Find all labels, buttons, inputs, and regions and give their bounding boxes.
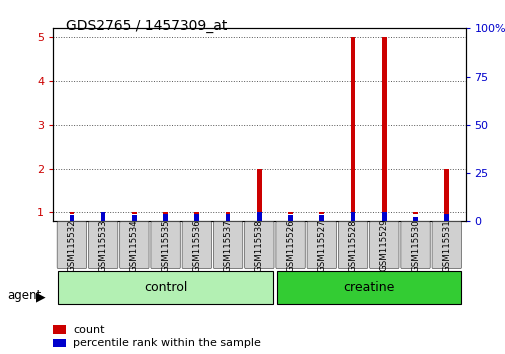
Bar [163, 213, 168, 221]
Text: GSM115526: GSM115526 [285, 219, 294, 272]
Text: GSM115538: GSM115538 [255, 219, 263, 272]
FancyBboxPatch shape [431, 222, 461, 269]
FancyBboxPatch shape [275, 222, 305, 269]
Bar [288, 216, 292, 221]
Text: GSM115533: GSM115533 [98, 219, 108, 272]
Bar [225, 213, 230, 221]
FancyBboxPatch shape [150, 222, 180, 269]
Bar [257, 212, 261, 221]
Bar [225, 212, 230, 214]
Text: GSM115528: GSM115528 [348, 219, 357, 272]
Bar [443, 213, 448, 221]
Text: control: control [143, 281, 187, 294]
Bar [319, 212, 324, 214]
Bar [132, 216, 136, 221]
Bar [69, 212, 74, 214]
Text: GDS2765 / 1457309_at: GDS2765 / 1457309_at [66, 19, 227, 34]
Bar [350, 37, 355, 212]
Text: GSM115534: GSM115534 [130, 219, 138, 272]
Bar [58, 271, 273, 304]
Text: agent: agent [7, 289, 41, 302]
FancyBboxPatch shape [244, 222, 274, 269]
Bar [319, 216, 324, 221]
Bar [381, 212, 386, 221]
Bar [413, 217, 417, 221]
Bar [413, 212, 417, 214]
FancyBboxPatch shape [57, 222, 86, 269]
Bar [381, 212, 386, 214]
Bar [69, 216, 74, 221]
Text: GSM115531: GSM115531 [441, 219, 450, 272]
Bar [100, 212, 105, 221]
Bar [53, 339, 66, 348]
FancyBboxPatch shape [213, 222, 242, 269]
FancyBboxPatch shape [400, 222, 429, 269]
Bar [257, 169, 261, 212]
Text: percentile rank within the sample: percentile rank within the sample [73, 338, 261, 348]
Text: count: count [73, 325, 105, 335]
Bar [100, 212, 105, 214]
Bar [288, 212, 292, 214]
FancyBboxPatch shape [120, 222, 149, 269]
Bar [194, 213, 199, 221]
FancyBboxPatch shape [88, 222, 118, 269]
FancyBboxPatch shape [369, 222, 398, 269]
Text: GSM115536: GSM115536 [192, 219, 201, 272]
Bar [194, 212, 199, 214]
Bar [350, 212, 355, 221]
Text: ▶: ▶ [36, 290, 46, 303]
Bar [350, 212, 355, 214]
Bar [381, 37, 386, 212]
Bar [276, 271, 460, 304]
Text: GSM115527: GSM115527 [317, 219, 326, 272]
FancyBboxPatch shape [307, 222, 336, 269]
FancyBboxPatch shape [182, 222, 211, 269]
Bar [163, 212, 168, 214]
Text: GSM115529: GSM115529 [379, 219, 388, 272]
Text: GSM115537: GSM115537 [223, 219, 232, 272]
Text: GSM115532: GSM115532 [67, 219, 76, 272]
FancyBboxPatch shape [338, 222, 367, 269]
Bar [257, 212, 261, 214]
Text: GSM115530: GSM115530 [410, 219, 419, 272]
Text: creatine: creatine [342, 281, 393, 294]
Bar [132, 212, 136, 214]
Bar [443, 212, 448, 214]
Bar [53, 325, 66, 334]
Bar [443, 169, 448, 212]
Text: GSM115535: GSM115535 [161, 219, 170, 272]
